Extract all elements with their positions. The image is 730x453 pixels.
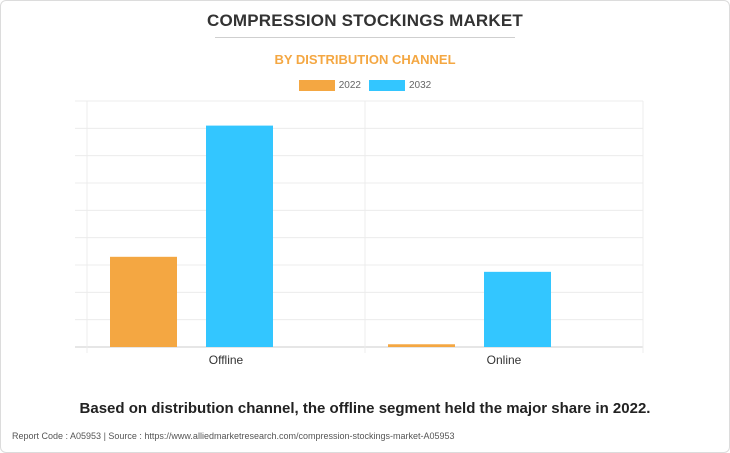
bar-offline-2032 — [206, 125, 273, 347]
chart-title: COMPRESSION STOCKINGS MARKET — [206, 11, 524, 30]
x-tick-label-offline: Offline — [209, 353, 244, 367]
legend-label-2032: 2032 — [409, 80, 432, 91]
bar-online-2022 — [388, 344, 455, 347]
legend-item-2032[interactable]: 2032 — [369, 80, 431, 91]
bar-offline-2022 — [110, 256, 177, 347]
chart-subtitle: BY DISTRIBUTION CHANNEL — [274, 52, 456, 67]
legend-label-2022: 2022 — [338, 80, 361, 91]
chart-caption: Based on distribution channel, the offli… — [79, 400, 651, 417]
chart-legend: 2022 2032 — [0, 80, 730, 91]
title-divider — [215, 37, 515, 38]
legend-item-2022[interactable]: 2022 — [298, 80, 361, 91]
legend-swatch-2032 — [369, 80, 405, 91]
x-tick-label-online: Online — [487, 353, 522, 367]
report-source: Report Code : A05953 | Source : https://… — [12, 431, 455, 441]
bar-online-2032 — [484, 271, 551, 347]
legend-swatch-2022 — [298, 80, 335, 91]
